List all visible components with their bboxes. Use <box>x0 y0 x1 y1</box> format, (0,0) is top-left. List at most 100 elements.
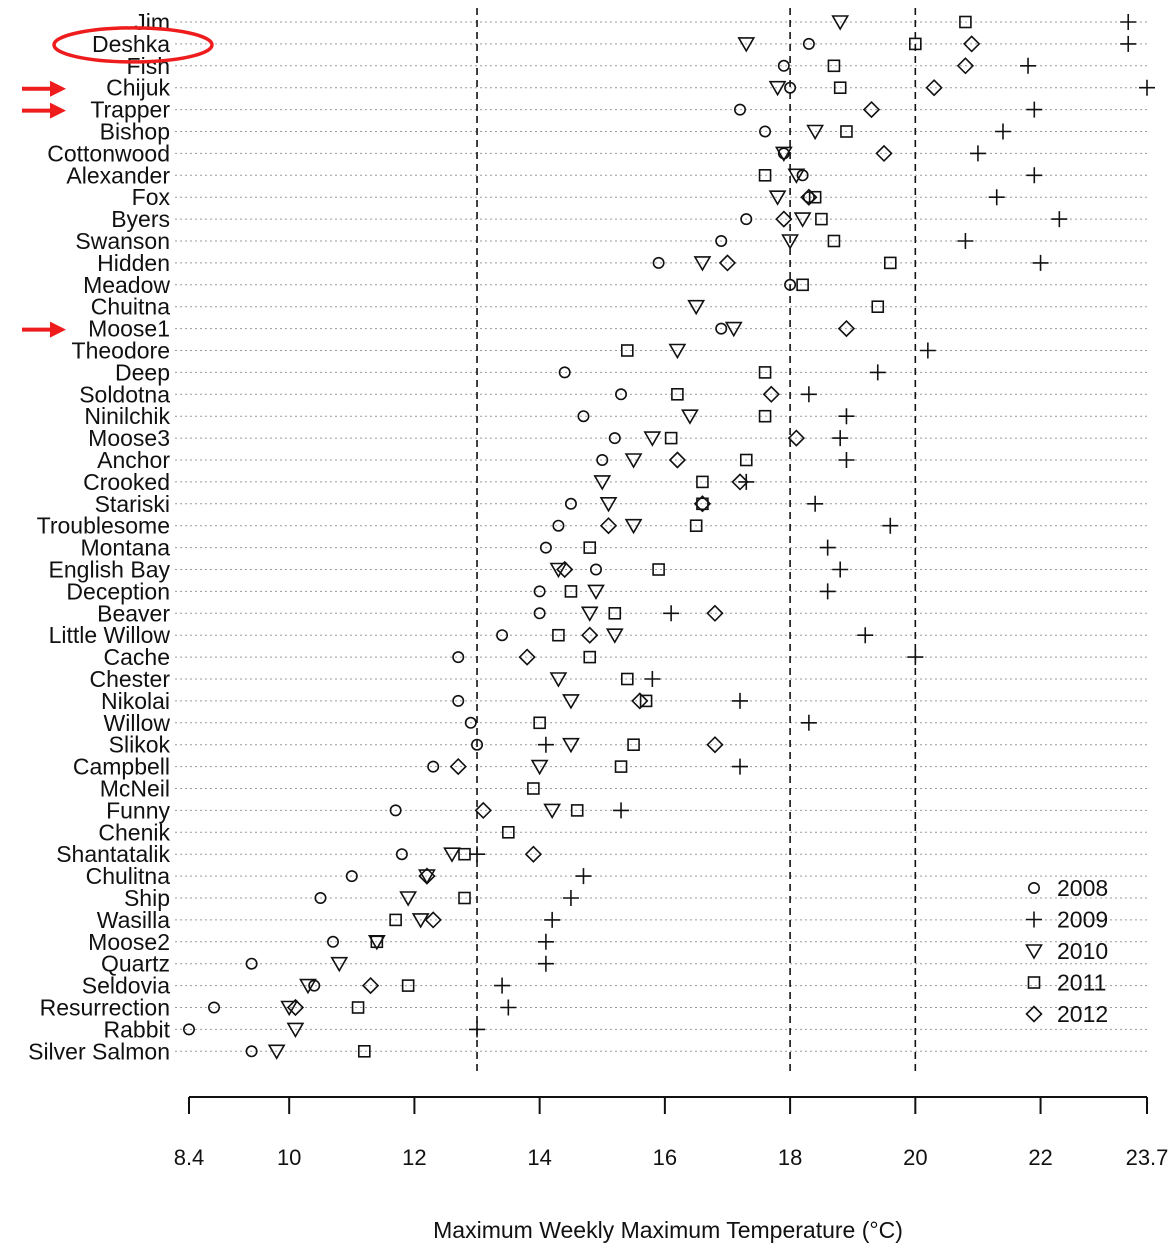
site-label: Nikolai <box>101 688 170 714</box>
point-2008 <box>564 497 577 510</box>
point-2010 <box>724 321 743 338</box>
point-2009 <box>1051 211 1068 228</box>
point-2011 <box>827 234 841 248</box>
point-2011 <box>959 15 972 29</box>
point-2009 <box>537 736 554 753</box>
x-axis: 8.4 10 12 14 16 18 20 22 23.7 <box>174 1096 1168 1170</box>
data-points <box>183 14 1155 1060</box>
point-2011 <box>871 300 885 314</box>
point-2010 <box>774 146 793 163</box>
site-label: Quartz <box>101 951 170 977</box>
point-2008 <box>777 59 790 72</box>
point-2011 <box>639 694 653 708</box>
point-2011 <box>608 606 622 620</box>
legend-label: 2010 <box>1057 938 1108 964</box>
point-2011 <box>815 212 828 226</box>
point-2010 <box>768 80 787 97</box>
point-2011 <box>458 847 471 861</box>
point-2008 <box>389 804 402 817</box>
point-2011 <box>614 760 628 773</box>
legend-label: 2009 <box>1057 907 1108 933</box>
point-2008 <box>652 256 665 269</box>
site-label: Montana <box>80 535 170 561</box>
point-2009 <box>537 933 554 950</box>
site-label: Anchor <box>97 447 170 473</box>
site-label: Chulitna <box>86 863 171 889</box>
point-2008 <box>471 738 484 751</box>
point-2012 <box>524 845 543 863</box>
red-arrowhead <box>50 80 66 97</box>
point-2012 <box>706 604 724 622</box>
point-2011 <box>909 37 922 51</box>
point-2012 <box>963 35 981 53</box>
point-2011 <box>401 979 415 992</box>
point-2012 <box>668 451 687 469</box>
x-tick-label: 8.4 <box>174 1145 205 1170</box>
point-2009 <box>807 495 824 512</box>
x-tick-label: 18 <box>778 1145 802 1170</box>
point-2010 <box>693 256 712 272</box>
site-label: Chuitna <box>91 294 170 320</box>
point-2009 <box>732 692 749 709</box>
site-label: Moose1 <box>88 316 170 342</box>
legend-label: 2011 <box>1057 970 1106 996</box>
site-label: Wasilla <box>97 907 170 933</box>
point-2008 <box>596 453 609 466</box>
point-2011 <box>652 563 665 576</box>
point-2011 <box>689 519 703 533</box>
point-2010 <box>781 234 799 250</box>
point-2008 <box>427 760 440 773</box>
point-2008 <box>734 103 747 116</box>
point-2011 <box>671 387 684 401</box>
site-label: Soldotna <box>79 381 170 407</box>
point-2011 <box>739 453 753 467</box>
point-2009 <box>838 452 855 468</box>
site-label: Deep <box>115 359 170 385</box>
site-label: Shantatalik <box>56 841 170 867</box>
point-2010 <box>624 453 643 469</box>
point-2011 <box>370 935 384 949</box>
site-label: Chijuk <box>106 75 170 101</box>
point-2009 <box>732 758 749 775</box>
point-2008 <box>715 235 728 248</box>
point-2009 <box>1139 79 1155 96</box>
point-2010 <box>787 168 806 184</box>
point-2010 <box>549 562 568 579</box>
point-2011 <box>696 497 709 511</box>
point-2009 <box>832 430 849 447</box>
site-label: Byers <box>111 206 170 232</box>
point-2008 <box>740 213 753 226</box>
point-2012 <box>518 648 536 666</box>
point-2011 <box>796 278 809 292</box>
point-2008 <box>615 388 628 401</box>
point-2011 <box>627 738 640 752</box>
point-2008 <box>183 1023 196 1036</box>
point-2009 <box>1026 167 1043 184</box>
point-2012 <box>599 517 618 535</box>
point-2012 <box>875 144 893 163</box>
site-label: Hidden <box>97 250 170 276</box>
point-2011 <box>758 366 772 379</box>
annotations <box>22 26 214 338</box>
point-2010 <box>280 1000 299 1017</box>
legend-label: 2008 <box>1057 875 1108 901</box>
point-2010 <box>605 628 624 644</box>
site-label: Resurrection <box>40 995 170 1021</box>
site-label: Ship <box>124 885 170 911</box>
site-label: Swanson <box>75 228 170 254</box>
point-2009 <box>994 123 1011 140</box>
point-2009 <box>738 473 755 490</box>
point-2008 <box>533 585 546 598</box>
point-2011 <box>883 256 897 270</box>
point-2009 <box>919 342 936 359</box>
point-2008 <box>577 410 590 423</box>
point-2012 <box>424 911 442 929</box>
site-label: Chenik <box>98 819 170 845</box>
point-2010 <box>681 409 699 425</box>
x-tick-label: 22 <box>1028 1145 1052 1170</box>
point-2009 <box>969 145 986 162</box>
point-2008 <box>327 935 340 948</box>
point-2008 <box>715 322 728 335</box>
point-2012 <box>361 976 380 995</box>
point-2009 <box>1032 254 1049 271</box>
